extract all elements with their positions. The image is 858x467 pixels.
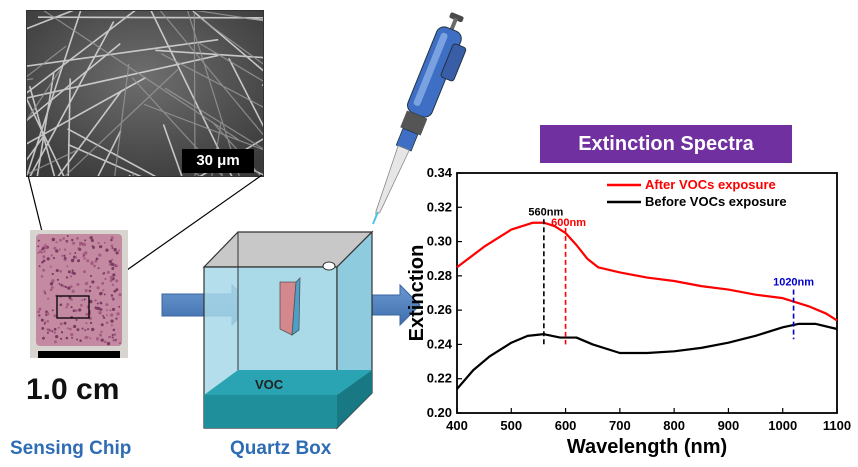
sem-scale-label: 30 μm <box>196 152 240 169</box>
voc-liquid <box>204 395 337 428</box>
annotation-560: 560nm <box>528 206 563 218</box>
y-tick-label: 0.26 <box>427 302 452 317</box>
x-tick-label: 800 <box>663 418 685 433</box>
series-line-before <box>456 322 838 390</box>
x-tick-label: 700 <box>609 418 631 433</box>
annotation-1020: 1020nm <box>773 277 814 289</box>
y-tick-label: 0.30 <box>427 234 452 249</box>
sem-fiber-texture <box>27 11 263 176</box>
y-axis-label: Extinction <box>406 245 428 342</box>
chip-scale-label: 1.0 cm <box>26 373 120 406</box>
y-tick-label: 0.24 <box>427 336 453 351</box>
zoom-region <box>56 295 90 319</box>
spectra-title: Extinction Spectra <box>540 125 792 163</box>
y-tick-label: 0.28 <box>427 268 452 283</box>
chip-texture <box>30 230 128 358</box>
legend-label: After VOCs exposure <box>645 177 776 192</box>
sem-image <box>26 10 264 177</box>
extinction-chart: 400 500 600 700 800 900 1000 1100 0.20 0.22 0.24 0.… <box>406 165 851 458</box>
x-tick-label: 500 <box>500 418 522 433</box>
injection-hole <box>322 261 336 271</box>
quartz-box <box>202 230 374 430</box>
chip-scale-bar <box>38 351 120 358</box>
x-tick-label: 600 <box>555 418 577 433</box>
plot-frame <box>456 172 838 414</box>
series-line-after <box>456 221 838 322</box>
x-tick-label: 400 <box>446 418 468 433</box>
sensing-chip-photo <box>30 230 128 358</box>
y-tick-label: 0.34 <box>427 165 453 180</box>
x-tick-label: 1000 <box>768 418 797 433</box>
pipette <box>372 12 467 225</box>
x-axis-label: Wavelength (nm) <box>567 436 727 458</box>
sensing-chip-label: Sensing Chip <box>10 438 132 459</box>
sem-scale-bar: 30 μm <box>182 149 254 173</box>
y-tick-label: 0.20 <box>427 405 452 420</box>
voc-label: VOC <box>255 377 284 392</box>
legend-label: Before VOCs exposure <box>645 194 787 209</box>
x-tick-label: 1100 <box>823 418 851 433</box>
x-tick-label: 900 <box>718 418 740 433</box>
y-tick-label: 0.32 <box>427 199 452 214</box>
y-tick-label: 0.22 <box>427 371 452 386</box>
quartz-box-label: Quartz Box <box>230 438 332 459</box>
annotation-600: 600nm <box>551 217 586 229</box>
